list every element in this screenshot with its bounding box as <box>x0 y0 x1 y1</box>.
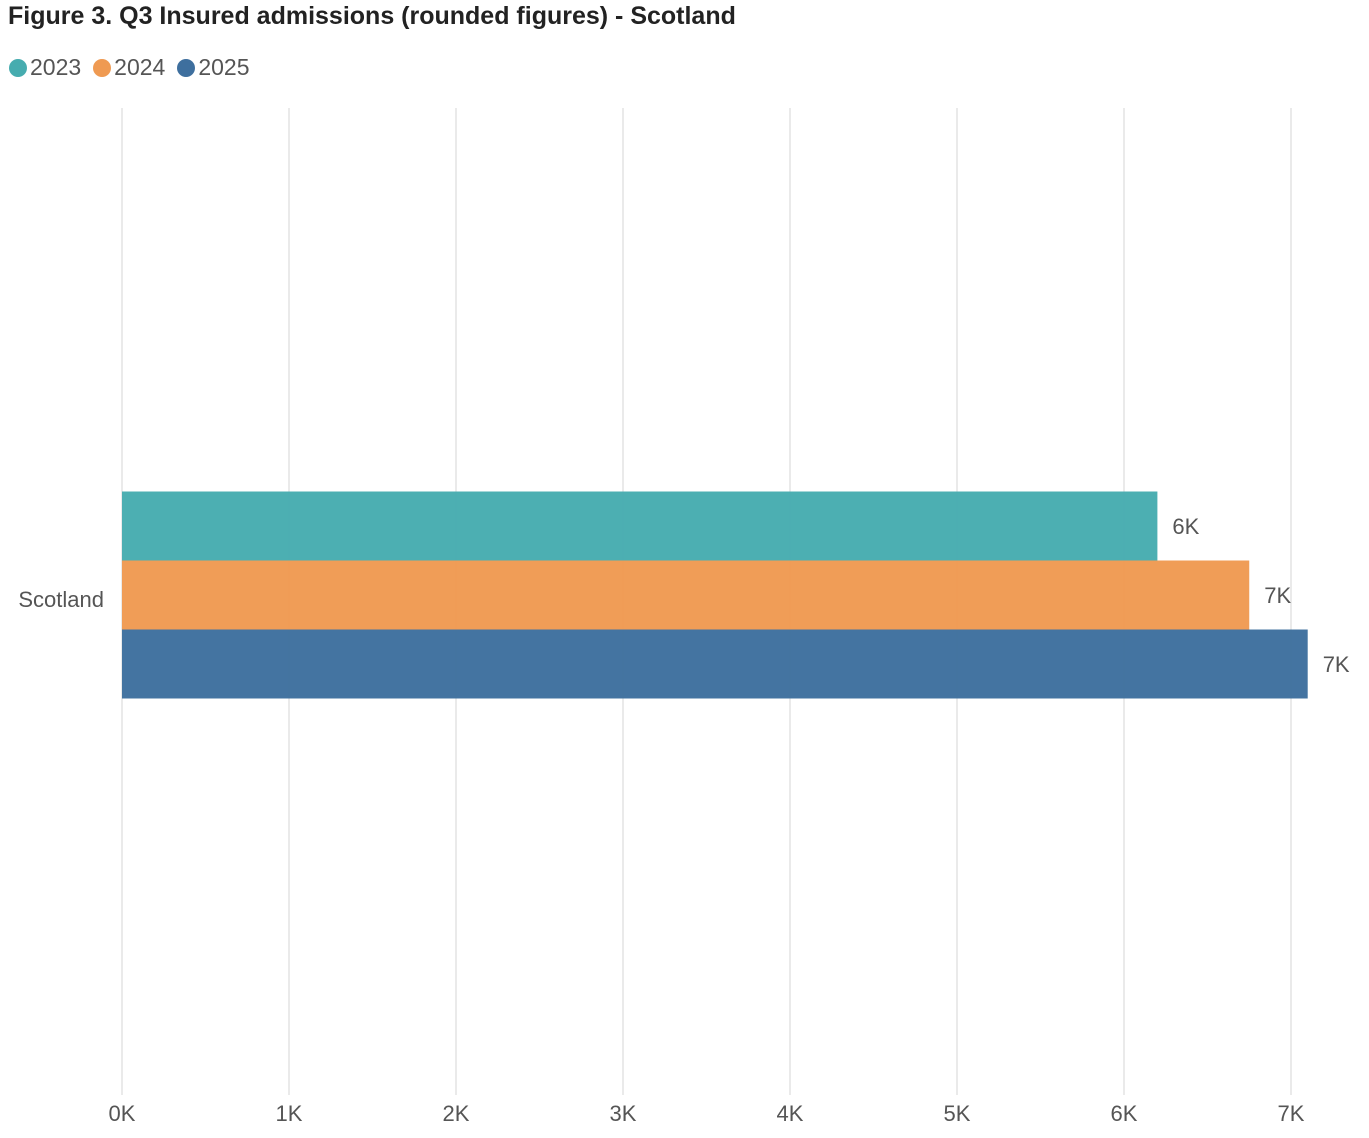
x-tick-label: 5K <box>944 1101 971 1126</box>
legend-dot-icon <box>177 58 196 77</box>
legend-item-2025[interactable]: 2025 <box>177 54 250 81</box>
x-tick-label: 2K <box>443 1101 470 1126</box>
x-tick-label: 4K <box>777 1101 804 1126</box>
legend-item-2024[interactable]: 2024 <box>93 54 165 81</box>
legend-label: 2023 <box>30 54 82 80</box>
legend-dot-icon <box>93 58 112 77</box>
x-tick-label: 1K <box>276 1101 303 1126</box>
chart-title: Figure 3. Q3 Insured admissions (rounded… <box>8 2 736 30</box>
data-label: 6K <box>1172 514 1199 539</box>
category-label: Scotland <box>18 587 104 612</box>
legend-label: 2024 <box>114 54 166 80</box>
x-tick-label: 7K <box>1278 1101 1305 1126</box>
data-label: 7K <box>1264 583 1291 608</box>
x-tick-label: 0K <box>109 1101 136 1126</box>
legend-dot-icon <box>9 58 27 77</box>
x-tick-label: 3K <box>610 1101 637 1126</box>
legend-label: 2025 <box>198 54 250 80</box>
legend: 2023 2024 2025 <box>9 54 262 81</box>
bar-2024[interactable] <box>122 560 1250 630</box>
x-tick-label: 6K <box>1111 1101 1138 1126</box>
bar-2025[interactable] <box>122 629 1308 699</box>
data-label: 7K <box>1323 652 1350 677</box>
legend-item-2023[interactable]: 2023 <box>9 54 81 81</box>
bar-2023[interactable] <box>122 491 1158 561</box>
